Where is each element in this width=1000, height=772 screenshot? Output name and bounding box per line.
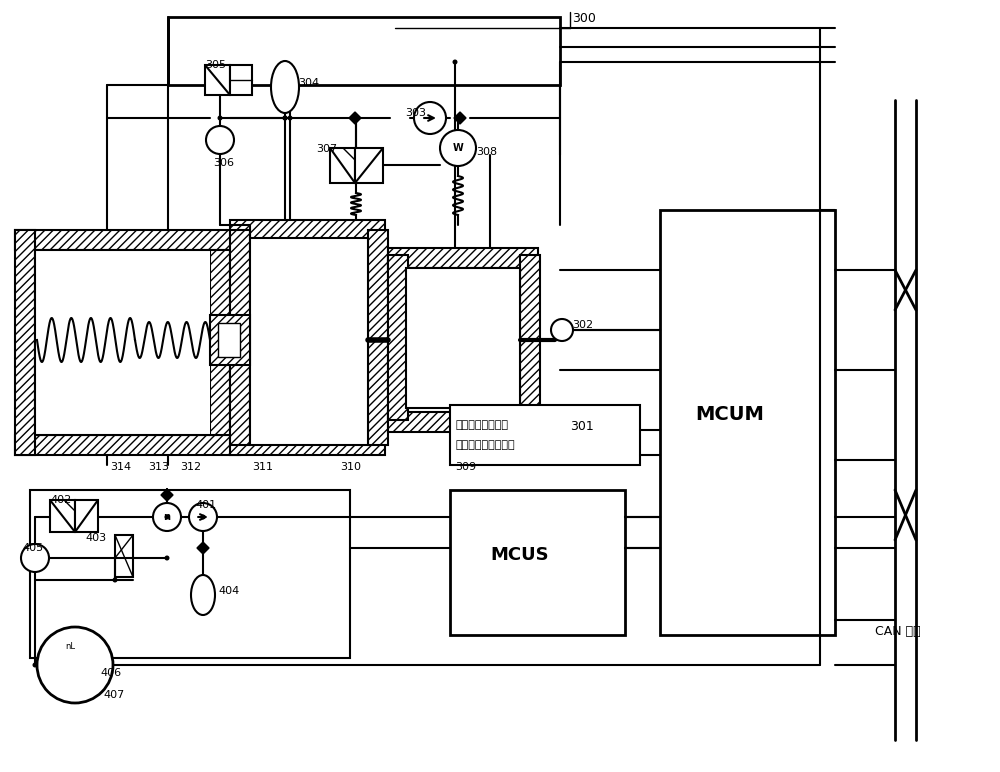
Bar <box>205 65 230 95</box>
Text: MCUS: MCUS <box>490 546 549 564</box>
Text: 311: 311 <box>252 462 273 472</box>
Text: 306: 306 <box>213 158 234 168</box>
Circle shape <box>153 503 181 531</box>
Text: 304: 304 <box>298 78 319 88</box>
Circle shape <box>288 116 292 120</box>
Text: 401: 401 <box>195 500 216 510</box>
Text: 402: 402 <box>50 495 71 505</box>
Circle shape <box>452 59 458 65</box>
Bar <box>230 220 385 240</box>
Text: W: W <box>453 143 463 153</box>
Circle shape <box>37 627 113 703</box>
Circle shape <box>283 116 288 120</box>
Bar <box>210 315 250 365</box>
Bar <box>450 405 640 465</box>
Text: 312: 312 <box>180 462 201 472</box>
Bar <box>15 230 35 455</box>
Text: nL: nL <box>65 642 75 651</box>
Bar <box>50 500 75 532</box>
Circle shape <box>551 319 573 341</box>
Circle shape <box>189 503 217 531</box>
Polygon shape <box>349 112 361 124</box>
Text: 314: 314 <box>110 462 131 472</box>
Bar <box>115 535 133 577</box>
Bar <box>355 148 383 183</box>
Text: 301: 301 <box>570 420 594 433</box>
Text: 310: 310 <box>340 462 361 472</box>
Circle shape <box>200 514 206 520</box>
Bar <box>15 435 240 455</box>
Ellipse shape <box>191 575 215 615</box>
Circle shape <box>21 544 49 572</box>
Bar <box>230 230 250 445</box>
Text: MCUM: MCUM <box>695 405 764 425</box>
Bar <box>168 17 560 85</box>
Polygon shape <box>161 489 173 501</box>
Ellipse shape <box>271 61 299 113</box>
Text: 307: 307 <box>316 144 337 154</box>
Circle shape <box>32 662 38 668</box>
Text: 纵横向加速度传感器: 纵横向加速度传感器 <box>455 440 515 450</box>
Text: 313: 313 <box>148 462 169 472</box>
Circle shape <box>354 116 358 120</box>
Circle shape <box>164 514 170 520</box>
Bar <box>388 412 538 432</box>
Circle shape <box>440 130 476 166</box>
Text: 404: 404 <box>218 586 239 596</box>
Bar <box>75 500 98 532</box>
Circle shape <box>206 126 234 154</box>
Bar <box>450 490 625 635</box>
Bar <box>230 435 385 455</box>
Bar <box>388 248 538 268</box>
Text: 403: 403 <box>85 533 106 543</box>
Bar <box>218 323 240 357</box>
Text: 308: 308 <box>476 147 497 157</box>
Bar <box>660 210 835 635</box>
Polygon shape <box>454 112 466 124</box>
Text: 407: 407 <box>103 690 124 700</box>
Text: 305: 305 <box>205 60 226 70</box>
Bar <box>520 255 540 420</box>
Bar <box>35 250 210 435</box>
Polygon shape <box>197 542 209 554</box>
Bar <box>230 65 252 95</box>
Circle shape <box>112 577 118 583</box>
Bar <box>406 268 520 408</box>
Text: 405: 405 <box>22 543 43 553</box>
Circle shape <box>218 116 222 120</box>
Bar <box>368 230 388 445</box>
Circle shape <box>456 116 460 120</box>
Text: 303: 303 <box>405 108 426 118</box>
Text: n: n <box>164 512 170 522</box>
Bar <box>388 255 408 420</box>
Bar <box>330 148 355 183</box>
Text: 309: 309 <box>455 462 476 472</box>
Circle shape <box>164 556 170 560</box>
Text: 302: 302 <box>572 320 593 330</box>
Bar <box>210 250 230 435</box>
Text: 300: 300 <box>572 12 596 25</box>
Text: 横摇角速度传感器: 横摇角速度传感器 <box>455 420 508 430</box>
Circle shape <box>283 116 288 120</box>
Bar <box>30 490 350 658</box>
Circle shape <box>414 102 446 134</box>
Text: CAN 总线: CAN 总线 <box>875 625 921 638</box>
Text: 406: 406 <box>100 668 121 678</box>
Bar <box>250 238 368 445</box>
Bar <box>15 230 240 250</box>
